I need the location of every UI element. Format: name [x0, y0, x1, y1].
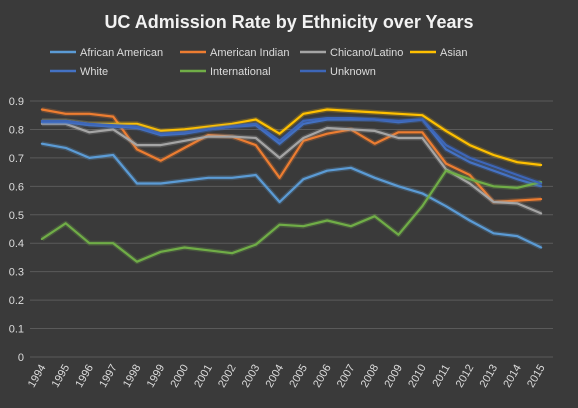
gridlines [30, 100, 553, 358]
x-tick-label: 1996 [73, 363, 96, 390]
series-line [40, 108, 543, 167]
legend-label: African American [80, 47, 163, 59]
y-tick-label: 0.2 [9, 295, 24, 307]
y-tick-label: 0.3 [9, 267, 24, 279]
x-tick-label: 2007 [335, 363, 358, 390]
x-tick-label: 2015 [525, 363, 548, 390]
legend: African American American Indian Chicano/L… [50, 47, 468, 78]
x-tick-label: 2010 [406, 363, 429, 390]
x-tick-label: 2008 [359, 363, 382, 390]
legend-label: Chicano/Latino [330, 47, 403, 59]
y-tick-label: 0.4 [9, 238, 24, 250]
x-tick-label: 1997 [97, 363, 120, 390]
legend-label: American Indian [210, 47, 290, 59]
x-tick-label: 2014 [501, 363, 524, 390]
series-line [40, 142, 543, 249]
series-line [40, 118, 543, 188]
x-tick-label: 2002 [216, 363, 239, 390]
x-tick-label: 1994 [26, 363, 49, 390]
legend-item: African American [50, 47, 163, 59]
legend-item: American Indian [180, 47, 290, 59]
series-line [40, 116, 543, 185]
x-tick-label: 2003 [240, 363, 263, 390]
legend-item: International [180, 66, 271, 78]
y-tick-label: 0.9 [9, 96, 24, 108]
y-tick-label: 0.1 [9, 324, 24, 336]
x-axis-ticks: 1994 1995 1996 1997 1998 1999 2000 2001 2002 2003… [26, 363, 548, 390]
series-lines [40, 107, 543, 265]
y-tick-label: 0.5 [9, 210, 24, 222]
y-tick-label: 0 [18, 352, 24, 364]
legend-label: White [80, 66, 108, 78]
x-tick-label: 2012 [454, 363, 477, 390]
y-axis-ticks: 0 0.1 0.2 0.3 0.4 0.5 0.6 0.7 0.8 0.9 [9, 96, 24, 364]
series-line [40, 108, 543, 204]
series-glow [41, 121, 543, 216]
legend-item: Chicano/Latino [300, 47, 403, 59]
legend-item: Asian [410, 47, 468, 59]
chart-title: UC Admission Rate by Ethnicity over Year… [104, 12, 473, 32]
x-tick-label: 2011 [430, 363, 452, 389]
x-tick-label: 2001 [192, 363, 215, 390]
x-tick-label: 2009 [382, 363, 405, 390]
x-tick-label: 2006 [311, 363, 334, 390]
y-tick-label: 0.6 [9, 181, 24, 193]
x-tick-label: 2004 [264, 363, 287, 390]
legend-label: Asian [440, 47, 468, 59]
x-tick-label: 1995 [50, 363, 73, 390]
series-line [40, 169, 543, 263]
legend-item: Unknown [300, 66, 376, 78]
x-tick-label: 1998 [121, 363, 144, 390]
x-tick-label: 2000 [168, 363, 191, 390]
legend-item: White [50, 66, 108, 78]
x-tick-label: 1999 [145, 363, 168, 390]
y-tick-label: 0.7 [9, 153, 24, 165]
y-tick-label: 0.8 [9, 124, 24, 136]
x-tick-label: 2005 [287, 363, 310, 390]
legend-label: International [210, 66, 271, 78]
x-tick-label: 2013 [478, 363, 501, 390]
series-line [40, 122, 543, 215]
legend-label: Unknown [330, 66, 376, 78]
